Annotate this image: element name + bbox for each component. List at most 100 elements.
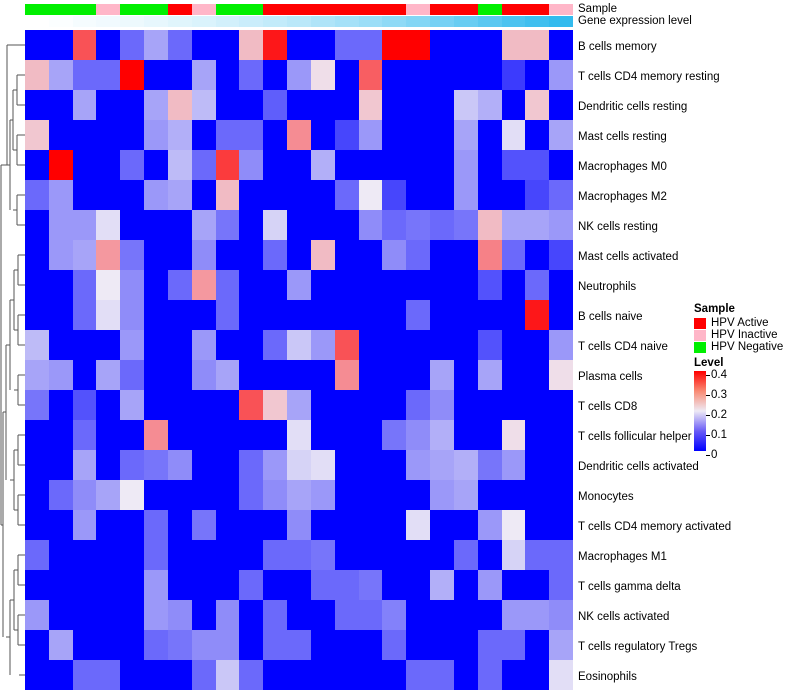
level-tick-label: 0.4	[711, 369, 727, 381]
gene-expression-annotation-cell	[406, 16, 431, 27]
heatmap-cell	[453, 630, 478, 660]
heatmap-cell	[191, 360, 216, 390]
heatmap-cell	[25, 570, 49, 600]
heatmap-cell	[477, 330, 502, 360]
sample-annotation-cell	[406, 4, 431, 15]
heatmap-cell	[25, 450, 49, 480]
heatmap-cell	[310, 270, 335, 300]
sample-annotation-cell	[167, 4, 192, 15]
heatmap-cell	[239, 240, 264, 270]
heatmap-cell	[239, 150, 264, 180]
heatmap-cell	[167, 60, 192, 90]
heatmap-cell	[334, 600, 359, 630]
heatmap-cell	[144, 600, 168, 630]
sample-annotation-label: Sample	[578, 3, 617, 15]
row-label: NK cells resting	[578, 221, 658, 233]
heatmap-cell	[453, 510, 478, 540]
heatmap-cell	[144, 120, 168, 150]
heatmap-cell	[72, 150, 97, 180]
heatmap-cell	[358, 600, 383, 630]
heatmap-cell	[215, 660, 240, 690]
legend-sample-items: HPV Active HPV Inactive HPV Negative	[694, 317, 800, 353]
heatmap-cell	[191, 120, 216, 150]
heatmap-cell	[406, 420, 431, 450]
heatmap-cell	[191, 150, 216, 180]
heatmap-cell	[72, 450, 97, 480]
sample-annotation-cell	[477, 4, 502, 15]
heatmap-cell	[144, 300, 168, 330]
heatmap-cell	[430, 300, 454, 330]
heatmap-cell	[525, 60, 550, 90]
heatmap-cell	[239, 480, 264, 510]
heatmap-cell	[477, 60, 502, 90]
heatmap-cell	[549, 270, 573, 300]
heatmap-cell	[358, 90, 383, 120]
heatmap-cell	[239, 540, 264, 570]
heatmap-cell	[453, 660, 478, 690]
row-label: Dendritic cells activated	[578, 461, 699, 473]
heatmap-cell	[96, 240, 121, 270]
heatmap-cell	[453, 480, 478, 510]
heatmap-cell	[167, 390, 192, 420]
sample-annotation-cell	[191, 4, 216, 15]
heatmap-cell	[430, 570, 454, 600]
heatmap-cell	[334, 120, 359, 150]
heatmap-cell	[334, 570, 359, 600]
heatmap-cell	[191, 60, 216, 90]
row-label: Macrophages M2	[578, 191, 667, 203]
sample-annotation-cell	[48, 4, 73, 15]
heatmap-cell	[525, 450, 550, 480]
level-tick-label: 0.2	[711, 409, 727, 421]
heatmap-cell	[25, 270, 49, 300]
heatmap-cell	[453, 120, 478, 150]
heatmap-cell	[430, 480, 454, 510]
heatmap-cell	[477, 540, 502, 570]
heatmap-cell	[72, 600, 97, 630]
heatmap-cell	[72, 570, 97, 600]
heatmap-cell	[144, 510, 168, 540]
sample-annotation-cell	[501, 4, 526, 15]
heatmap-cell	[120, 600, 145, 630]
heatmap-cell	[334, 60, 359, 90]
heatmap-cell	[263, 630, 288, 660]
heatmap-cell	[72, 420, 97, 450]
heatmap-cell	[215, 60, 240, 90]
heatmap-cell	[334, 300, 359, 330]
heatmap-cell	[358, 60, 383, 90]
heatmap-cell	[25, 390, 49, 420]
heatmap-cell	[239, 360, 264, 390]
heatmap-cell	[310, 510, 335, 540]
heatmap-cell	[191, 630, 216, 660]
heatmap-cell	[525, 270, 550, 300]
heatmap-cell	[358, 210, 383, 240]
legend-color-swatch	[694, 317, 706, 329]
heatmap-cell	[310, 540, 335, 570]
heatmap-cell	[453, 570, 478, 600]
heatmap-cell	[72, 30, 97, 60]
level-tick: 0.3	[706, 389, 727, 401]
heatmap-cell	[287, 660, 311, 690]
heatmap-cell	[48, 360, 73, 390]
heatmap-cell	[215, 630, 240, 660]
heatmap-cell	[477, 180, 502, 210]
gene-expression-annotation-cell	[310, 16, 335, 27]
heatmap-cell	[167, 210, 192, 240]
heatmap-cell	[215, 300, 240, 330]
heatmap-grid	[25, 30, 573, 690]
heatmap-cell	[477, 240, 502, 270]
heatmap-cell	[72, 480, 97, 510]
heatmap-cell	[96, 330, 121, 360]
gene-expression-annotation-bar	[25, 16, 574, 27]
heatmap-cell	[406, 600, 431, 630]
heatmap-cell	[287, 90, 311, 120]
heatmap-cell	[430, 150, 454, 180]
heatmap-cell	[501, 120, 526, 150]
sample-annotation-cell	[453, 4, 478, 15]
heatmap-cell	[120, 630, 145, 660]
heatmap-cell	[120, 210, 145, 240]
heatmap-cell	[382, 90, 407, 120]
heatmap-cell	[239, 510, 264, 540]
heatmap-cell	[120, 330, 145, 360]
heatmap-cell	[96, 510, 121, 540]
row-label: Mast cells activated	[578, 251, 679, 263]
